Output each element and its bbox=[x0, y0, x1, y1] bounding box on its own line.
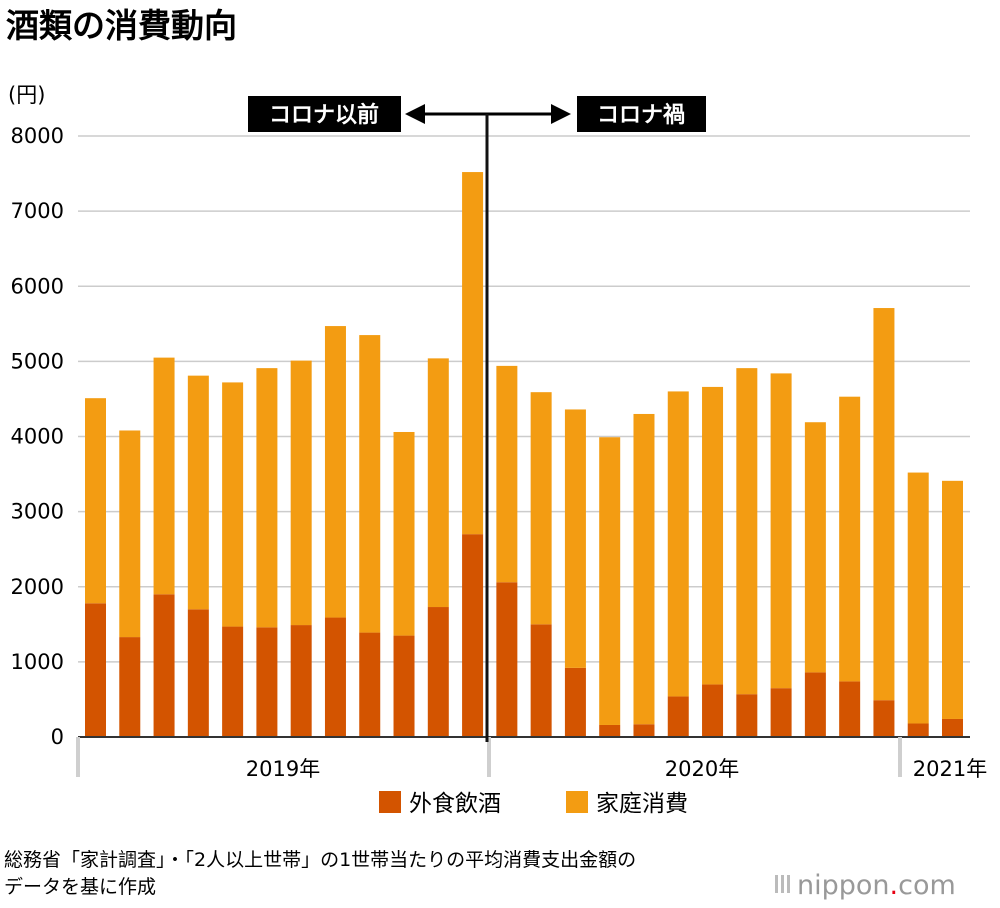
legend-label-dining-out: 外食飲酒 bbox=[409, 791, 501, 817]
bar-dining-out-2020-02 bbox=[530, 624, 552, 737]
y-tick-label-4000: 4000 bbox=[11, 425, 64, 449]
bar-home-2020-11 bbox=[839, 396, 861, 682]
bar-dining-out-2019-01 bbox=[85, 603, 106, 737]
bar-home-2019-04 bbox=[187, 375, 209, 610]
bar-home-2020-03 bbox=[564, 409, 586, 668]
bar-home-2020-06 bbox=[667, 391, 689, 697]
bar-dining-out-2020-03 bbox=[564, 667, 586, 737]
bar-home-2020-07 bbox=[702, 386, 724, 685]
bar-dining-out-2019-05 bbox=[222, 626, 244, 737]
label-after-box bbox=[577, 96, 706, 132]
bar-home-2021-01 bbox=[907, 472, 929, 724]
legend: 外食飲酒 家庭消費 bbox=[379, 791, 688, 817]
chart-title: 酒類の消費動向 bbox=[6, 6, 237, 45]
y-tick-label-2000: 2000 bbox=[11, 575, 64, 599]
bar-dining-out-2020-07 bbox=[702, 684, 724, 737]
bar-home-2019-05 bbox=[222, 382, 244, 627]
arrow-left-icon bbox=[405, 104, 425, 124]
y-tick-label-0: 0 bbox=[51, 725, 64, 749]
bar-dining-out-2019-04 bbox=[187, 609, 209, 737]
label-before-corona: コロナ以前 bbox=[269, 102, 379, 128]
bar-home-2019-01 bbox=[85, 398, 106, 604]
bar-dining-out-2019-03 bbox=[153, 594, 175, 737]
label-during-corona: コロナ禍 bbox=[597, 103, 685, 128]
bar-dining-out-2020-12 bbox=[873, 700, 895, 737]
bar-home-2021-02 bbox=[942, 480, 963, 719]
bar-dining-out-2020-11 bbox=[839, 681, 861, 737]
bar-dining-out-2019-02 bbox=[119, 637, 141, 737]
bar-home-2020-12 bbox=[873, 308, 895, 701]
bar-dining-out-2019-12 bbox=[462, 534, 484, 737]
bar-home-2019-09 bbox=[359, 335, 381, 633]
bar-home-2020-10 bbox=[804, 422, 826, 673]
logo-bars-icon bbox=[775, 875, 790, 893]
bar-series bbox=[85, 172, 963, 737]
bar-dining-out-2020-04 bbox=[599, 724, 621, 737]
legend-label-home: 家庭消費 bbox=[596, 791, 688, 817]
bar-home-2020-09 bbox=[770, 373, 792, 689]
bar-dining-out-2020-01 bbox=[496, 582, 518, 737]
bar-dining-out-2020-05 bbox=[633, 724, 655, 737]
bar-home-2019-06 bbox=[256, 368, 278, 628]
year-label-2019: 2019年 bbox=[246, 757, 320, 781]
bar-home-2020-08 bbox=[736, 368, 758, 695]
bar-home-2019-10 bbox=[393, 431, 415, 636]
group-separator-1 bbox=[487, 737, 491, 777]
y-tick-label-7000: 7000 bbox=[11, 199, 64, 223]
bar-dining-out-2019-07 bbox=[290, 625, 312, 737]
source-line-1: 総務省「家計調査」・「2人以上世帯」の1世帯当たりの平均消費支出金額の bbox=[4, 849, 636, 871]
bar-home-2019-07 bbox=[290, 360, 312, 626]
year-label-2021: 2021年 bbox=[913, 757, 987, 781]
legend-swatch-home bbox=[566, 791, 588, 813]
source-line-2: データを基に作成 bbox=[4, 876, 156, 898]
bar-home-2020-02 bbox=[530, 392, 552, 625]
bar-dining-out-2020-08 bbox=[736, 694, 758, 737]
bar-dining-out-2020-09 bbox=[770, 688, 792, 737]
bar-dining-out-2020-10 bbox=[804, 672, 826, 737]
bar-home-2020-05 bbox=[633, 413, 655, 725]
corona-annotation: コロナ以前 コロナ禍 bbox=[248, 96, 706, 742]
group-separator-0 bbox=[76, 737, 80, 777]
bar-home-2019-08 bbox=[324, 326, 346, 618]
y-axis-ticks: 0 1000 2000 3000 4000 5000 6000 7000 8000 bbox=[11, 124, 64, 749]
bar-dining-out-2020-06 bbox=[667, 696, 689, 737]
y-tick-label-1000: 1000 bbox=[11, 650, 64, 674]
legend-swatch-dining-out bbox=[379, 791, 401, 813]
gridlines bbox=[78, 135, 970, 663]
bar-home-2019-03 bbox=[153, 357, 175, 595]
nippon-logo: nippon.com bbox=[775, 870, 956, 901]
y-tick-label-3000: 3000 bbox=[11, 500, 64, 524]
bar-home-2020-01 bbox=[496, 365, 518, 583]
x-axis bbox=[76, 736, 970, 777]
brand-text: nippon.com bbox=[797, 870, 956, 901]
label-before-box bbox=[248, 96, 401, 132]
bar-dining-out-2019-06 bbox=[256, 627, 278, 737]
bar-dining-out-2019-08 bbox=[324, 617, 346, 737]
bar-dining-out-2019-10 bbox=[393, 635, 415, 737]
bar-dining-out-2019-11 bbox=[427, 607, 449, 737]
y-tick-label-8000: 8000 bbox=[11, 124, 64, 148]
bar-home-2019-02 bbox=[119, 430, 141, 638]
bar-dining-out-2019-09 bbox=[359, 632, 381, 737]
y-tick-label-5000: 5000 bbox=[11, 349, 64, 373]
y-axis-unit: (円) bbox=[8, 83, 45, 107]
bar-dining-out-2021-02 bbox=[942, 718, 963, 737]
bar-home-2019-12 bbox=[462, 172, 484, 535]
bar-dining-out-2021-01 bbox=[907, 723, 929, 737]
y-tick-label-6000: 6000 bbox=[11, 274, 64, 298]
year-label-2020: 2020年 bbox=[665, 757, 739, 781]
year-labels: 2019年 2020年 2021年 bbox=[246, 757, 987, 781]
bar-home-2019-11 bbox=[427, 358, 449, 608]
arrow-right-icon bbox=[551, 104, 571, 124]
group-separator-2 bbox=[898, 737, 902, 777]
bar-home-2020-04 bbox=[599, 437, 621, 725]
